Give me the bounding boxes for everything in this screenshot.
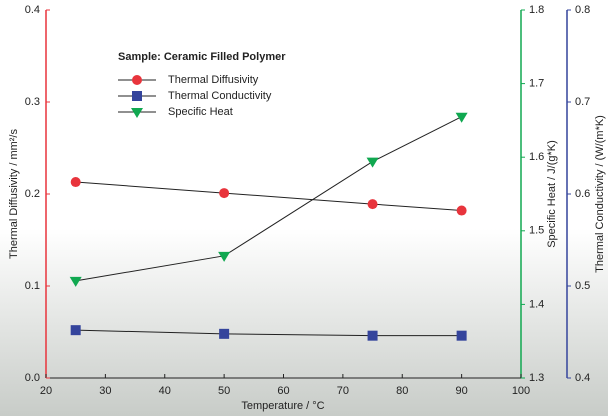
data-point xyxy=(219,328,230,339)
y2-tick-label: 1.5 xyxy=(529,225,544,237)
data-point xyxy=(219,188,230,199)
series-line xyxy=(75,116,462,282)
y-tick-label: 0.1 xyxy=(25,280,40,292)
y2-tick-label: 1.6 xyxy=(529,151,544,163)
y2-axis-title: Specific Heat / J/(g*K) xyxy=(546,140,558,248)
x-tick-label: 30 xyxy=(99,385,111,397)
x-tick-label: 90 xyxy=(456,385,468,397)
x-axis-title: Temperature / °C xyxy=(241,400,324,412)
legend-label: Thermal Diffusivity xyxy=(168,74,259,86)
y-tick-label: 0.2 xyxy=(25,188,40,200)
data-point xyxy=(456,205,467,216)
y-axis-title: Thermal Diffusivity / mm²/s xyxy=(8,129,20,259)
y3-tick-label: 0.4 xyxy=(575,372,590,384)
legend-marker xyxy=(132,75,142,85)
legend-marker xyxy=(131,108,143,118)
data-point xyxy=(218,251,231,262)
data-point xyxy=(455,112,468,123)
y2-tick-label: 1.4 xyxy=(529,298,544,310)
y-tick-label: 0.0 xyxy=(25,372,40,384)
data-point xyxy=(367,330,378,341)
y3-tick-label: 0.5 xyxy=(575,280,590,292)
data-point xyxy=(70,325,81,336)
x-tick-label: 40 xyxy=(159,385,171,397)
data-point xyxy=(456,330,467,341)
y3-tick-label: 0.6 xyxy=(575,188,590,200)
legend-label: Specific Heat xyxy=(168,106,233,118)
series-line xyxy=(75,181,462,212)
chart-subtitle: Sample: Ceramic Filled Polymer xyxy=(118,51,286,63)
legend-label: Thermal Conductivity xyxy=(168,90,272,102)
x-tick-label: 20 xyxy=(40,385,52,397)
series-line xyxy=(75,329,462,337)
x-tick-label: 70 xyxy=(337,385,349,397)
legend-marker xyxy=(132,91,142,101)
y-tick-label: 0.3 xyxy=(25,96,40,108)
y-tick-label: 0.4 xyxy=(25,4,40,16)
data-point xyxy=(70,177,81,188)
y3-axis-title: Thermal Conductivity / (W/(m*K) xyxy=(594,115,606,273)
y2-tick-label: 1.3 xyxy=(529,372,544,384)
data-point xyxy=(366,157,379,168)
y3-tick-label: 0.7 xyxy=(575,96,590,108)
y2-tick-label: 1.8 xyxy=(529,4,544,16)
x-tick-label: 60 xyxy=(277,385,289,397)
x-tick-label: 80 xyxy=(396,385,408,397)
y3-tick-label: 0.8 xyxy=(575,4,590,16)
y2-tick-label: 1.7 xyxy=(529,78,544,90)
x-tick-label: 50 xyxy=(218,385,230,397)
x-tick-label: 100 xyxy=(512,385,530,397)
data-point xyxy=(69,276,82,287)
data-point xyxy=(367,199,378,210)
